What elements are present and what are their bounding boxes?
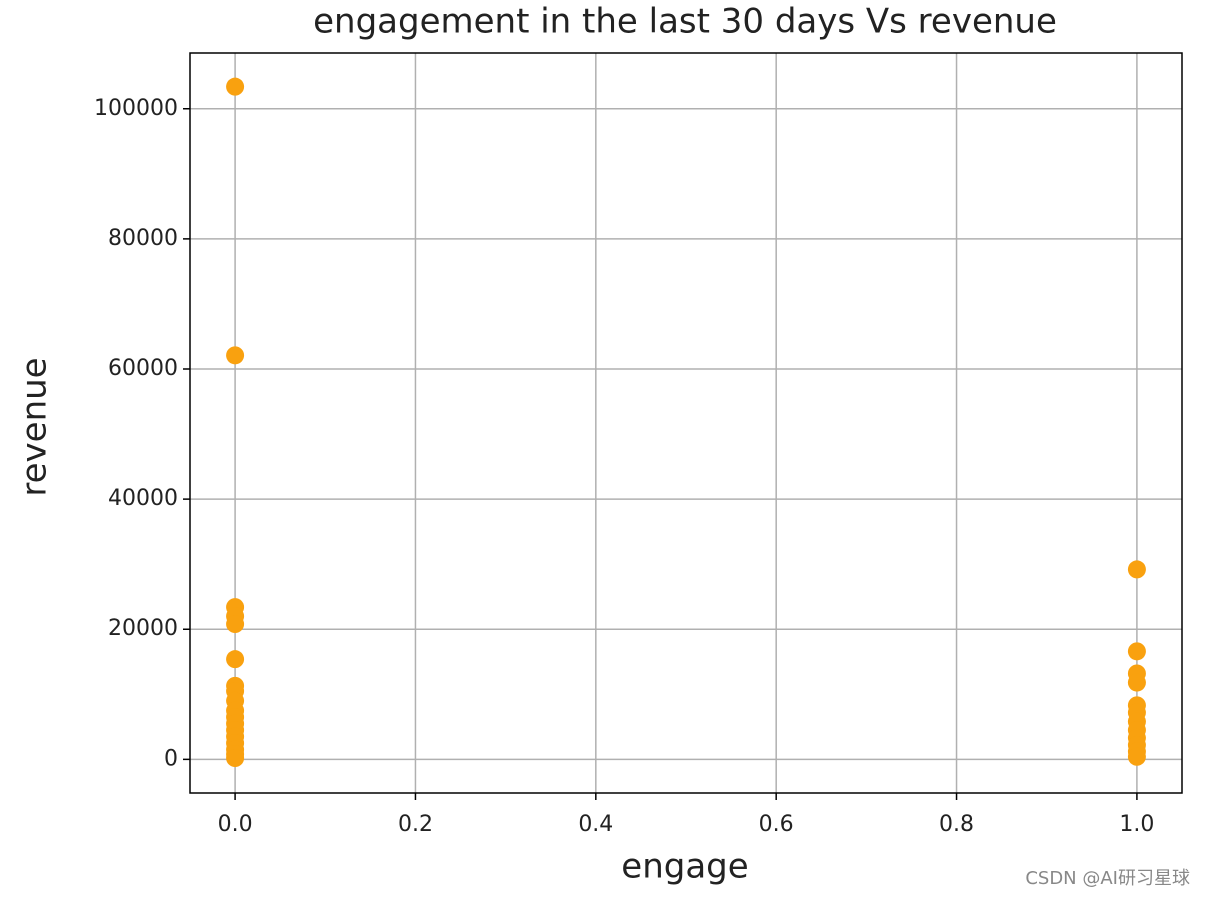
y-tick-label: 40000 (108, 486, 178, 511)
plot-frame (189, 52, 1183, 794)
point (226, 615, 245, 634)
x-tick-label: 0.4 (578, 812, 613, 837)
point (1127, 560, 1146, 579)
y-tick-label: 20000 (108, 616, 178, 641)
point (226, 77, 245, 96)
point (1127, 642, 1146, 661)
point (226, 749, 245, 768)
point (1127, 747, 1146, 766)
y-tick-label: 80000 (108, 226, 178, 251)
x-tick-label: 0.0 (218, 812, 253, 837)
point (1127, 673, 1146, 692)
x-tick-label: 0.2 (398, 812, 433, 837)
point (226, 346, 245, 365)
y-tick-label: 0 (164, 746, 178, 771)
x-tick-label: 0.6 (759, 812, 794, 837)
watermark: CSDN @AI研习星球 (1025, 868, 1190, 889)
chart-title: engagement in the last 30 days Vs revenu… (313, 2, 1057, 42)
point (226, 650, 245, 669)
x-tick-label: 0.8 (939, 812, 974, 837)
x-tick-label: 1.0 (1119, 812, 1154, 837)
x-axis-label: engage (621, 847, 748, 887)
y-tick-label: 100000 (94, 96, 178, 121)
y-tick-label: 60000 (108, 356, 178, 381)
y-axis-label: revenue (15, 357, 55, 496)
